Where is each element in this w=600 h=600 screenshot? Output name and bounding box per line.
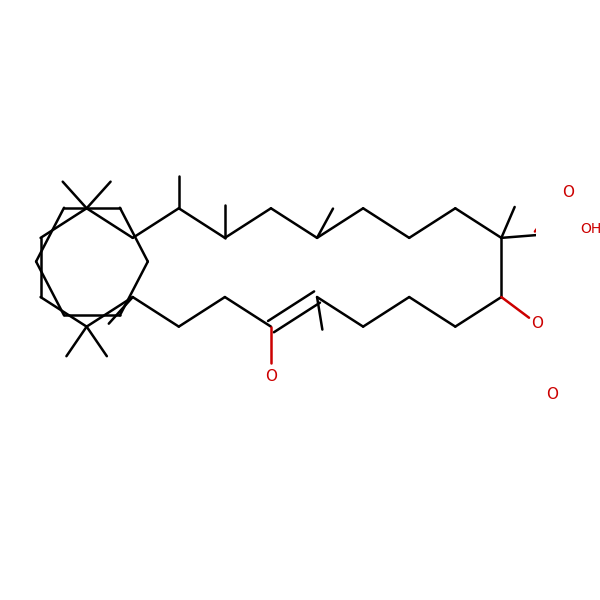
Text: O: O: [265, 370, 277, 385]
Text: O: O: [562, 185, 574, 200]
Text: O: O: [546, 386, 558, 401]
Text: OH: OH: [580, 222, 600, 236]
Text: O: O: [531, 316, 543, 331]
